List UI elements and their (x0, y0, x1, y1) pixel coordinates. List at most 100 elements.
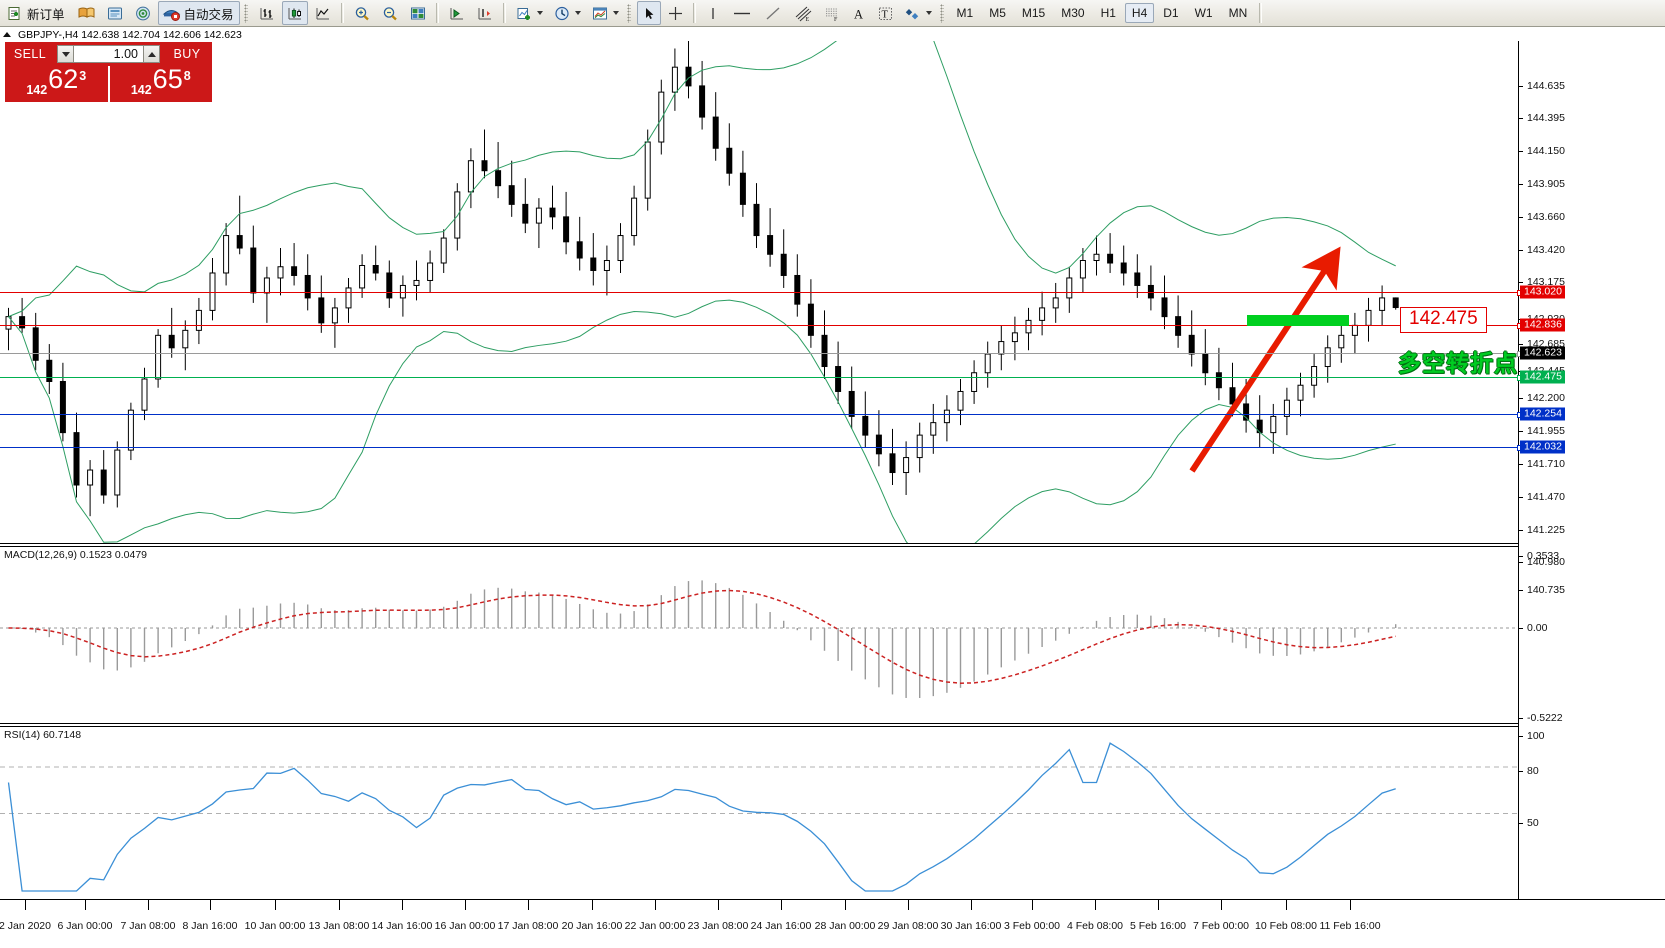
chevron-down-icon[interactable] (536, 11, 543, 15)
hline-button[interactable] (727, 1, 757, 25)
time-gridline (971, 900, 972, 910)
axis-tick: 143.905 (1519, 178, 1565, 190)
indicators-button[interactable] (511, 1, 547, 25)
axis-tick: 141.955 (1519, 425, 1565, 437)
trendline-button[interactable] (759, 1, 787, 25)
axis-tick: 143.420 (1519, 244, 1565, 256)
zoom-out-button[interactable] (377, 1, 403, 25)
pane-divider-2 (0, 723, 1665, 724)
zoom-in-icon (353, 5, 371, 22)
price-level-line[interactable] (0, 445, 1523, 451)
price-pane[interactable]: 142.475 多空转折点 (0, 41, 1523, 543)
bar-chart-button[interactable] (254, 1, 280, 25)
time-gridline (148, 900, 149, 910)
green-highlight-bar (1247, 315, 1349, 326)
macd-pane[interactable] (0, 546, 1518, 723)
equidistant-channel-button[interactable]: E (789, 1, 817, 25)
rsi-plot (0, 742, 1518, 892)
price-tag: 142.623 (1520, 346, 1565, 360)
timeframe-m1[interactable]: M1 (956, 6, 974, 20)
collapse-triangle-icon[interactable] (3, 32, 11, 37)
label-button[interactable]: T (873, 1, 898, 25)
svg-text:F: F (834, 17, 838, 22)
axis-tick: 0.00 (1519, 622, 1547, 634)
tile-windows-icon (409, 5, 427, 22)
toolbar-grip-2[interactable] (626, 3, 631, 23)
rsi-pane[interactable] (0, 726, 1518, 899)
chevron-down-icon[interactable] (574, 11, 581, 15)
period-button[interactable] (549, 1, 585, 25)
templates-button[interactable] (587, 1, 623, 25)
chart-shift-icon (448, 5, 466, 22)
time-label: 5 Feb 16:00 (1129, 920, 1187, 932)
timeframe-h1[interactable]: H1 (1100, 6, 1116, 20)
time-gridline (275, 900, 276, 910)
chevron-down-icon[interactable] (925, 11, 932, 15)
zoom-out-icon (381, 5, 399, 22)
chart-area[interactable]: 142.475 多空转折点 MACD(12,26,9) 0.1523 0.047… (0, 41, 1665, 948)
fibo-icon: F (823, 5, 841, 22)
text-button[interactable]: A (847, 1, 871, 25)
axis-tick: 0.3533 (1519, 550, 1559, 562)
pane-divider-1 (0, 543, 1665, 544)
toolbar-grip-3[interactable] (939, 3, 944, 23)
shapes-button[interactable] (900, 1, 936, 25)
hline-icon (731, 5, 753, 22)
price-level-line[interactable] (0, 375, 1523, 381)
timeframe-m5[interactable]: M5 (989, 6, 1006, 20)
new-order-button[interactable]: 新订单 (3, 1, 71, 25)
book-button[interactable] (73, 1, 100, 25)
time-label: 29 Jan 08:00 (877, 920, 939, 932)
time-label: 4 Feb 08:00 (1066, 920, 1124, 932)
fibonacci-button[interactable]: F (819, 1, 845, 25)
autotrading-button[interactable]: 自动交易 (157, 1, 240, 25)
price-axis[interactable]: 144.635 144.395 144.150 143.905 143.660 143.4… (1518, 41, 1665, 948)
timeframe-m15[interactable]: M15 (1021, 6, 1046, 20)
time-label: 7 Jan 08:00 (120, 920, 176, 932)
candle-chart-button[interactable] (281, 1, 308, 25)
news-button[interactable] (102, 1, 128, 25)
zoom-in-button[interactable] (349, 1, 375, 25)
crosshair-button[interactable] (663, 1, 688, 25)
tile-windows-button[interactable] (405, 1, 431, 25)
toolbar-separator-2 (435, 3, 439, 23)
axis-tick: 144.150 (1519, 145, 1565, 157)
line-chart-button[interactable] (310, 1, 336, 25)
signal-button[interactable] (130, 1, 156, 25)
timeframe-d1[interactable]: D1 (1163, 6, 1179, 20)
timeframe-m30[interactable]: M30 (1061, 6, 1085, 20)
price-level-line[interactable] (0, 290, 1523, 296)
chart-shift-button[interactable] (444, 1, 470, 25)
axis-tick: 144.635 (1519, 80, 1565, 92)
autotrading-icon (162, 5, 181, 22)
new-order-label: 新订单 (27, 7, 65, 22)
time-label: 10 Jan 00:00 (244, 920, 306, 932)
time-label: 23 Jan 08:00 (687, 920, 749, 932)
price-level-line[interactable] (0, 412, 1523, 418)
time-gridline (592, 900, 593, 910)
timeframe-mn[interactable]: MN (1228, 6, 1248, 20)
time-gridline (528, 900, 529, 910)
timeframe-h4[interactable]: H4 (1124, 3, 1155, 23)
time-gridline (781, 900, 782, 910)
cursor-button[interactable] (636, 1, 661, 25)
rsi-label: RSI(14) 60.7148 (4, 729, 82, 741)
time-gridline (465, 900, 466, 910)
time-axis[interactable]: 2 Jan 2020 6 Jan 00:00 7 Jan 08:00 8 Jan 16… (0, 899, 1665, 948)
axis-tick: 100 (1519, 730, 1545, 742)
timeframe-group: M1 M5 M15 M30 H1 H4 D1 W1 MN (949, 3, 1256, 23)
chevron-down-icon[interactable] (612, 11, 619, 15)
vline-button[interactable] (701, 1, 725, 25)
svg-text:T: T (881, 9, 888, 20)
price-level-line[interactable] (0, 351, 1523, 357)
line-chart-icon (314, 5, 332, 22)
time-label: 30 Jan 16:00 (940, 920, 1002, 932)
signal-icon (134, 5, 152, 22)
timeframe-w1[interactable]: W1 (1194, 6, 1213, 20)
svg-text:E: E (805, 17, 809, 22)
time-label: 22 Jan 00:00 (624, 920, 686, 932)
auto-scroll-button[interactable] (472, 1, 498, 25)
axis-tick: -0.5222 (1519, 712, 1563, 724)
toolbar-separator-5 (1259, 3, 1263, 23)
toolbar-grip-1[interactable] (243, 3, 248, 23)
